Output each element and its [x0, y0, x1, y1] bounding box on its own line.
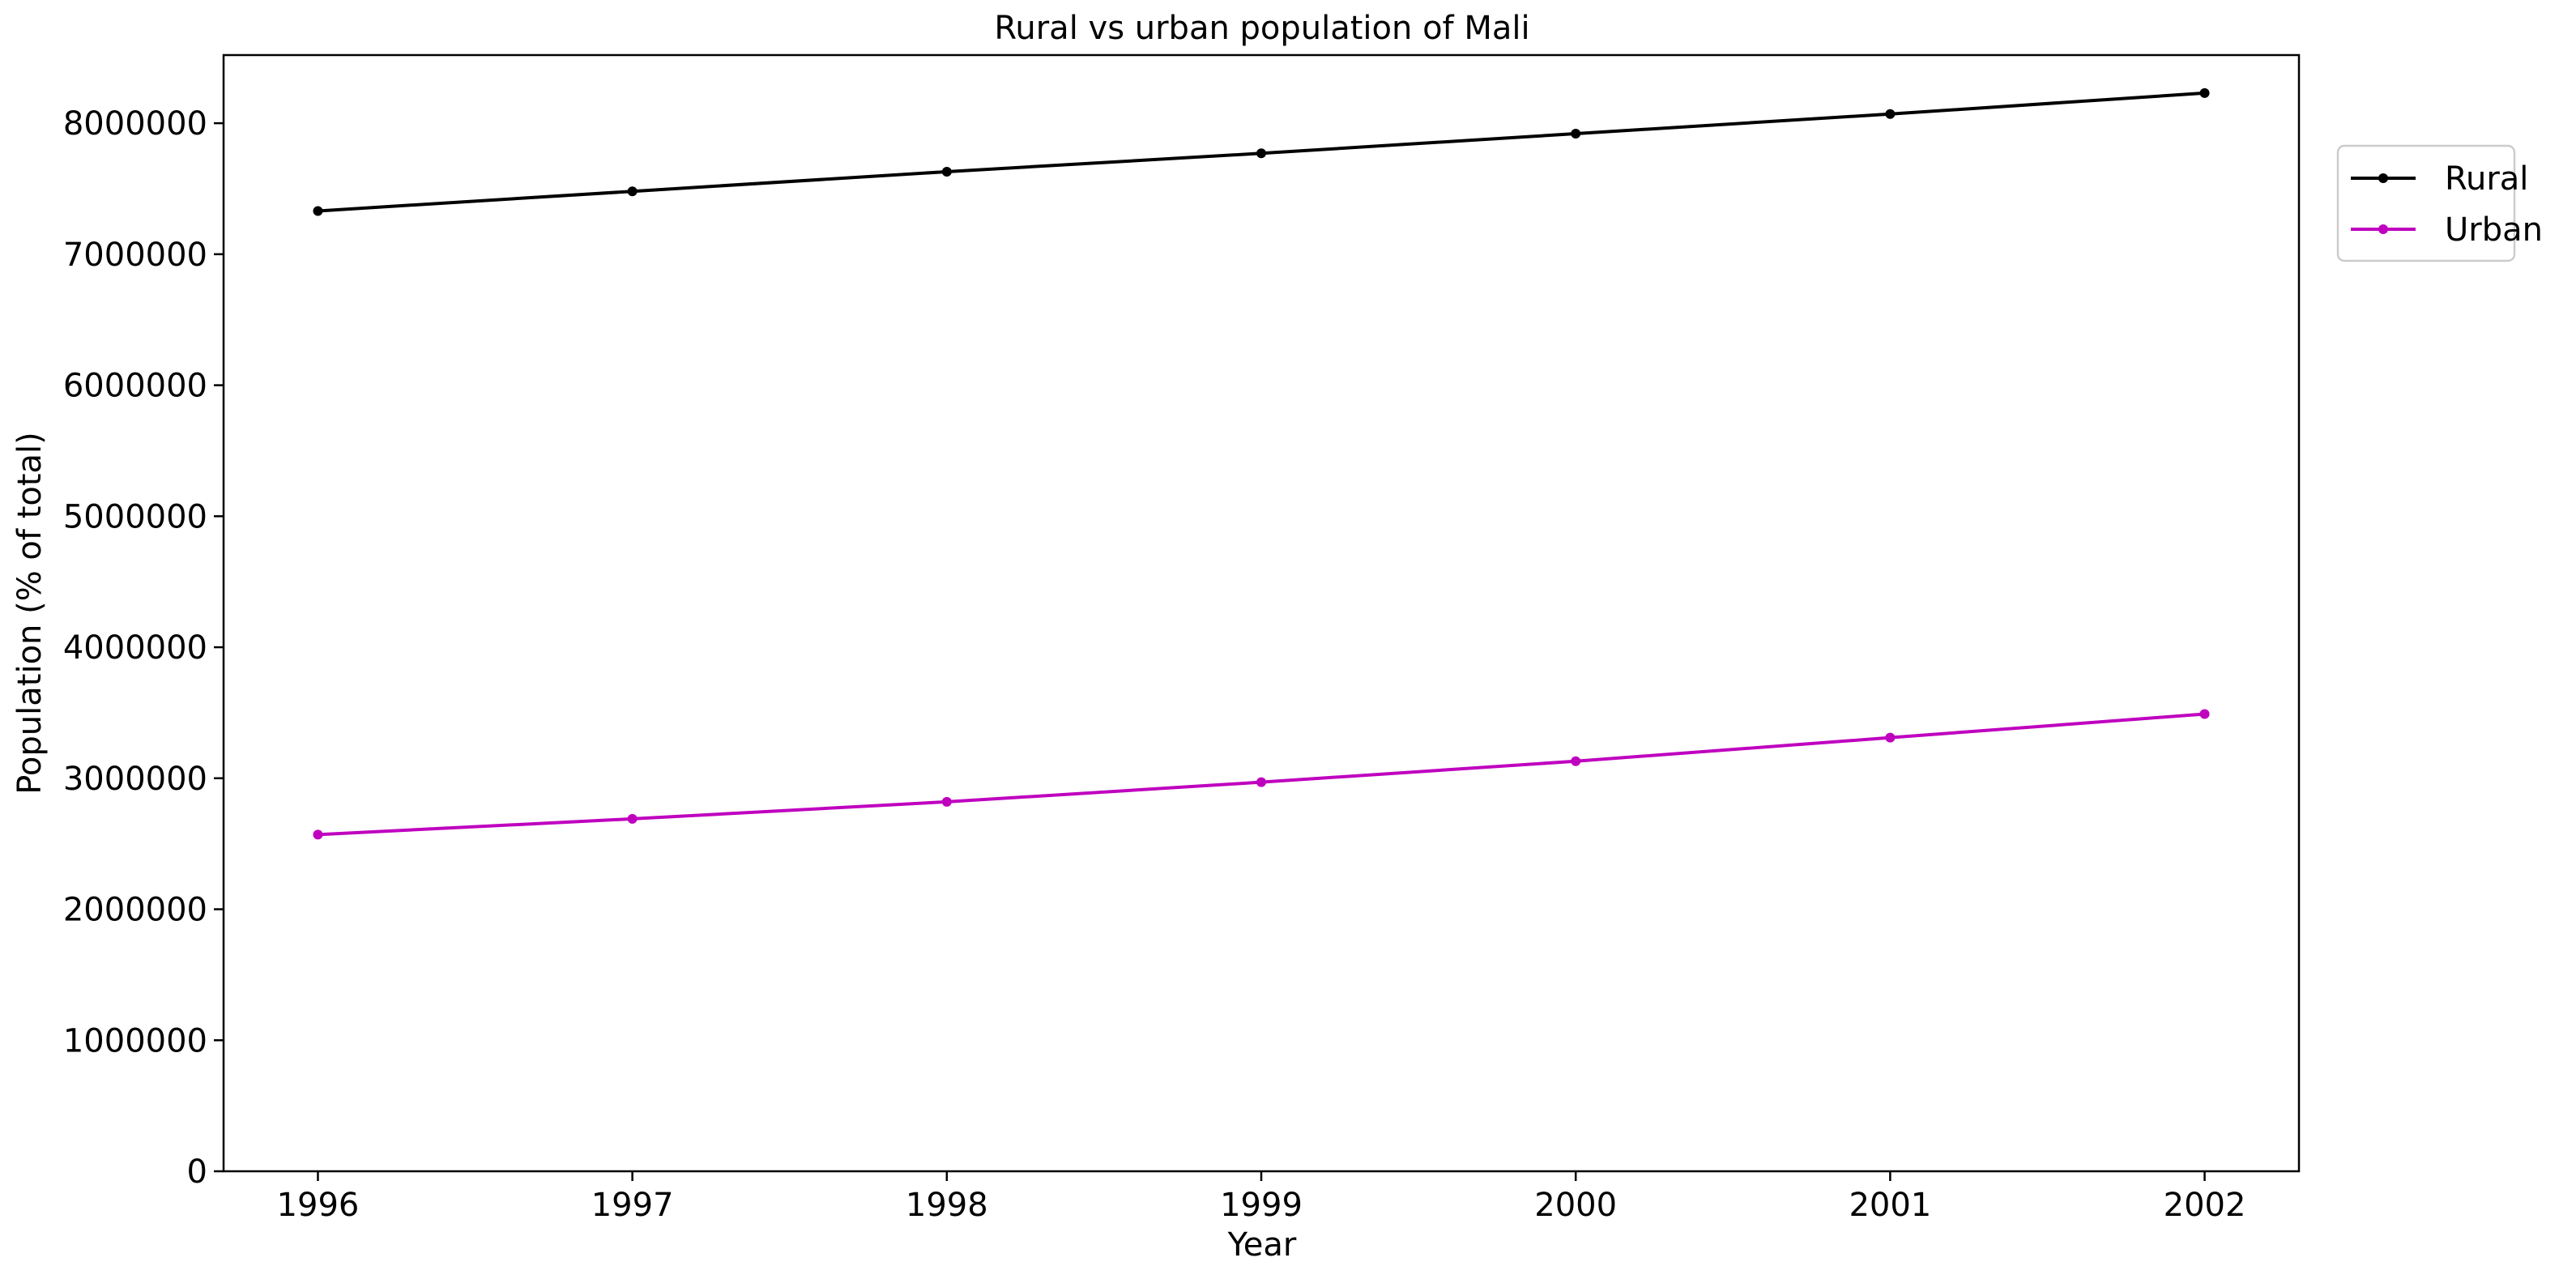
- y-tick-label: 1000000: [63, 1022, 207, 1059]
- data-point-rural: [2199, 87, 2210, 98]
- data-point-rural: [1571, 129, 1581, 139]
- plot-area: 1996 1997 1998 1999 2000 2001 2002 0 1000000 2000…: [63, 87, 2246, 1224]
- y-tick-label: 3000000: [63, 761, 207, 798]
- data-point-rural: [1256, 148, 1266, 159]
- data-point-urban: [313, 829, 323, 840]
- legend: Rural Urban: [2336, 144, 2543, 262]
- x-axis-label: Year: [1227, 1226, 1297, 1264]
- x-tick-label: 1998: [906, 1187, 988, 1224]
- y-tick-label: 8000000: [63, 105, 207, 143]
- x-tick-label: 2002: [2164, 1187, 2246, 1224]
- chart-title: Rural vs urban population of Mali: [994, 10, 1529, 47]
- legend-marker-rural: [2378, 173, 2388, 183]
- data-point-urban: [941, 796, 952, 807]
- data-point-urban: [627, 813, 638, 824]
- data-point-rural: [627, 186, 638, 197]
- data-point-rural: [313, 206, 323, 216]
- axes-frame: [222, 53, 2301, 1173]
- y-tick-label: 7000000: [63, 237, 207, 274]
- data-point-urban: [1885, 732, 1896, 743]
- data-point-urban: [2199, 709, 2210, 719]
- y-tick-label: 0: [187, 1153, 207, 1191]
- y-tick-label: 5000000: [63, 498, 207, 535]
- data-point-urban: [1571, 756, 1581, 766]
- x-tick-label: 2001: [1849, 1187, 1931, 1224]
- x-tick-label: 2000: [1534, 1187, 1617, 1224]
- y-tick-label: 2000000: [63, 892, 207, 929]
- y-tick-label: 4000000: [63, 629, 207, 667]
- data-point-urban: [1256, 777, 1266, 787]
- legend-marker-urban: [2378, 224, 2388, 234]
- data-point-rural: [1885, 109, 1896, 119]
- legend-label-rural: Rural: [2445, 160, 2528, 198]
- series-line-urban: [318, 712, 2205, 837]
- x-tick-label: 1996: [277, 1187, 360, 1224]
- y-axis-label: Population (% of total): [11, 432, 49, 795]
- data-point-rural: [941, 166, 952, 177]
- x-tick-label: 1997: [591, 1187, 674, 1224]
- legend-entry-urban: Urban: [2351, 211, 2543, 249]
- legend-entry-rural: Rural: [2351, 160, 2528, 198]
- legend-label-urban: Urban: [2445, 211, 2543, 249]
- x-tick-label: 1999: [1220, 1187, 1303, 1224]
- y-tick-label: 6000000: [63, 368, 207, 405]
